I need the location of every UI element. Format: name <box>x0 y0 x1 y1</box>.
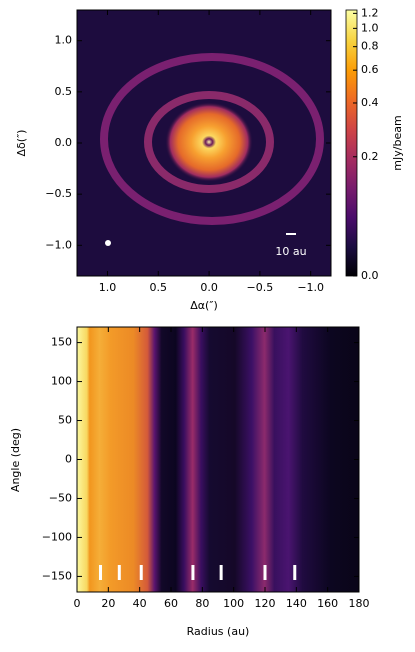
y-tick-label: −50 <box>49 491 72 504</box>
beam <box>105 240 111 246</box>
x-tick-label: −1.0 <box>297 281 324 294</box>
y-tick-label: 150 <box>51 336 72 349</box>
y-tick-label: −100 <box>42 530 72 543</box>
y-tick-label: 100 <box>51 375 72 388</box>
x-tick-label: −0.5 <box>247 281 274 294</box>
x-tick-label: 160 <box>317 597 338 610</box>
colorbar <box>345 9 358 277</box>
colorbar-label: mJy/beam <box>391 115 404 170</box>
y-tick-label: 0.5 <box>55 85 73 98</box>
x-tick-label: 120 <box>255 597 276 610</box>
x-tick-label: 20 <box>101 597 115 610</box>
colorbar-tick-label: 0.6 <box>361 63 379 76</box>
y-tick-label: 0.0 <box>55 136 73 149</box>
y-tick-label: −1.0 <box>45 238 72 251</box>
inner-disk <box>165 102 253 182</box>
y-axis-label: Δδ(″) <box>15 130 28 157</box>
x-tick-label: 0.5 <box>150 281 168 294</box>
x-tick-label: 60 <box>164 597 178 610</box>
y-tick-label: 0 <box>65 453 72 466</box>
x-tick-label: 80 <box>195 597 209 610</box>
x-tick-label: 1.0 <box>99 281 117 294</box>
colorbar-tick-label: 1.2 <box>361 6 379 19</box>
y-tick-label: −150 <box>42 569 72 582</box>
x-tick-label: 180 <box>349 597 370 610</box>
x-axis-label: Δα(″) <box>190 299 217 312</box>
outer-ring <box>100 53 324 225</box>
x-axis-label: Radius (au) <box>187 625 250 638</box>
x-tick-label: 40 <box>133 597 147 610</box>
colorbar-tick-label: 1.0 <box>361 21 379 34</box>
y-tick-label: 50 <box>58 414 72 427</box>
colorbar-tick-label: 0.8 <box>361 40 379 53</box>
colorbar-tick-label: 0.2 <box>361 150 379 163</box>
x-tick-label: 0.0 <box>200 281 218 294</box>
sky-image: 10 au <box>77 10 331 276</box>
colorbar-tick-label: 0.4 <box>361 96 379 109</box>
middle-ring <box>144 91 274 193</box>
y-tick-label: −0.5 <box>45 187 72 200</box>
x-tick-label: 100 <box>223 597 244 610</box>
scale-label: 10 au <box>275 245 306 258</box>
y-axis-label: Angle (deg) <box>9 428 22 492</box>
y-tick-label: 1.0 <box>55 34 73 47</box>
x-tick-label: 0 <box>74 597 81 610</box>
x-tick-label: 140 <box>286 597 307 610</box>
polar-image <box>77 327 359 592</box>
colorbar-tick-label: 0.0 <box>361 269 379 282</box>
